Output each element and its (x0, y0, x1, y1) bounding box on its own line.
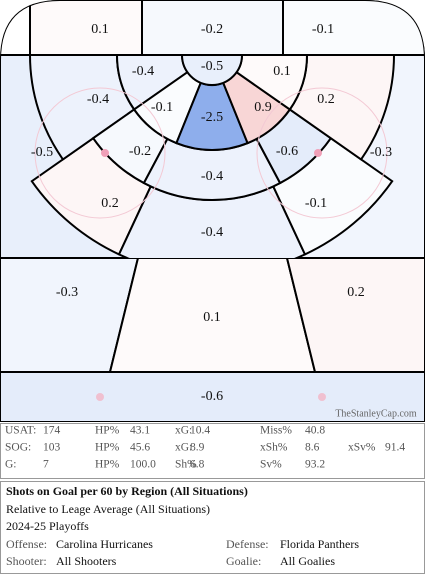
rink (0, 0, 425, 422)
info-title: Shots on Goal per 60 by Region (All Situ… (6, 484, 248, 498)
region-value: -2.5 (201, 110, 223, 125)
info-label: Defense: (226, 537, 269, 551)
region-value: 0.1 (273, 64, 291, 79)
stat-value: 174 (43, 425, 61, 437)
stat-value: 40.8 (305, 425, 325, 437)
region-value: 0.1 (203, 310, 221, 325)
stat-value: 43.1 (130, 425, 150, 437)
stat-value: 8.9 (190, 442, 205, 454)
stat-value: 8.6 (305, 442, 320, 454)
info-value: All Shooters (56, 554, 117, 568)
region-value: -0.1 (312, 22, 334, 37)
region-value: -0.4 (132, 64, 154, 79)
region-value: -0.5 (31, 145, 53, 160)
stat-label: xSv% (348, 442, 376, 454)
stat-label: xSh% (260, 442, 288, 454)
region-value: -0.1 (305, 196, 327, 211)
stat-label: G: (5, 459, 17, 471)
region-value: -0.4 (87, 92, 109, 107)
info-label: Offense: (6, 537, 47, 551)
stat-label: xG: (175, 442, 192, 454)
region-value: -0.3 (370, 145, 392, 160)
stat-label: Miss% (260, 425, 292, 437)
region (180, 54, 244, 86)
stat-label: Sv% (260, 459, 282, 471)
region (282, 0, 425, 56)
info-value: Carolina Hurricanes (56, 537, 153, 551)
region-value: 0.1 (91, 22, 109, 37)
region-value: -0.2 (201, 22, 223, 37)
stat-label: USAT: (5, 425, 36, 437)
region-value: 0.9 (254, 100, 272, 115)
region-value: -0.1 (151, 100, 173, 115)
info-label: Goalie: (226, 554, 261, 568)
watermark: TheStanleyCap.com (335, 408, 417, 419)
region-value: -0.4 (201, 225, 223, 240)
stat-value: 10.4 (190, 425, 210, 437)
stat-label: Sh% (175, 459, 197, 471)
region-value: -0.3 (56, 285, 78, 300)
stat-value: 45.6 (130, 442, 150, 454)
info-value: Florida Panthers (280, 537, 359, 551)
stat-value: 100.0 (130, 459, 156, 471)
stat-value: 7 (43, 459, 49, 471)
stat-value: 91.4 (385, 442, 405, 454)
region-value: 0.2 (347, 285, 365, 300)
region-value: -0.2 (129, 144, 151, 159)
region-value: 0.2 (101, 196, 119, 211)
info-value: All Goalies (280, 554, 335, 568)
info-season: 2024-25 Playoffs (6, 519, 89, 533)
stat-label: SOG: (5, 442, 31, 454)
stat-value: 103 (43, 442, 61, 454)
region-value: -0.4 (201, 169, 223, 184)
stat-label: HP% (95, 425, 120, 437)
stat-value: 6.8 (190, 459, 205, 471)
stat-label: xG: (175, 425, 192, 437)
stat-label: HP% (95, 442, 120, 454)
region-value: -0.6 (201, 389, 223, 404)
region (0, 0, 143, 56)
stat-value: 93.2 (305, 459, 325, 471)
info-subtitle: Relative to Leage Average (All Situation… (6, 502, 210, 516)
rink-markings (34, 87, 388, 401)
region-value: -0.5 (201, 59, 223, 74)
info-label: Shooter: (6, 554, 47, 568)
region-value: -0.6 (276, 144, 298, 159)
region-value: 0.2 (317, 92, 335, 107)
stat-label: HP% (95, 459, 120, 471)
